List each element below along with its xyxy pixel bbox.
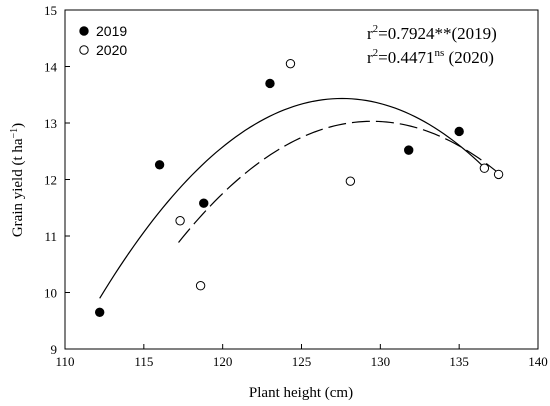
y-tick-label: 13 — [44, 116, 57, 131]
y-tick-label: 14 — [44, 60, 58, 75]
y-axis-label-base: Grain yield (t ha — [10, 138, 26, 237]
y-tick-label: 9 — [51, 342, 58, 357]
y-axis-label: Grain yield (t ha−1) — [9, 123, 26, 237]
data-point-2019 — [265, 78, 275, 89]
data-point-2019 — [454, 126, 464, 137]
x-tick-label: 125 — [292, 354, 312, 369]
x-tick-label: 135 — [449, 354, 469, 369]
data-point-2019 — [199, 198, 209, 208]
y-tick-label: 12 — [44, 173, 57, 188]
annotation-r2-2019: r2=0.7924**(2019) — [367, 23, 497, 43]
fit-curve-2020 — [178, 120, 499, 243]
data-point-2019 — [94, 307, 105, 317]
x-tick-label: 130 — [371, 354, 391, 369]
legend: 2019 2020 — [79, 23, 127, 58]
fit-curves — [99, 97, 499, 299]
data-point-2019 — [404, 145, 414, 155]
data-point-2020 — [175, 216, 185, 226]
x-tick-label: 140 — [528, 354, 548, 369]
y-tick-label: 11 — [44, 229, 57, 244]
y-axis-label-end: ) — [10, 123, 26, 128]
x-tick-label: 120 — [213, 354, 233, 369]
x-axis: 110 115 120 125 130 135 140 — [55, 344, 548, 369]
data-point-2020 — [285, 58, 296, 69]
data-point-2019 — [154, 160, 165, 170]
x-tick-label: 115 — [134, 354, 153, 369]
legend-marker-2020 — [79, 45, 89, 55]
data-point-2020 — [493, 169, 504, 180]
data-points — [94, 58, 504, 317]
x-tick-label: 110 — [55, 354, 74, 369]
y-axis: 9 10 11 12 13 14 15 — [44, 3, 70, 357]
y-axis-label-sup: −1 — [9, 128, 20, 139]
y-tick-label: 15 — [44, 3, 57, 18]
x-axis-label: Plant height (cm) — [249, 385, 353, 401]
legend-label-2019: 2019 — [96, 23, 127, 39]
annotation-r2-2020: r2=0.4471ns (2020) — [367, 47, 494, 67]
data-point-2020 — [479, 163, 490, 173]
legend-marker-2019 — [79, 26, 89, 36]
y-tick-label: 10 — [44, 286, 57, 301]
legend-label-2020: 2020 — [96, 42, 127, 58]
fit-curve-2019 — [99, 97, 488, 299]
data-point-2020 — [195, 281, 206, 291]
data-point-2020 — [345, 176, 356, 186]
